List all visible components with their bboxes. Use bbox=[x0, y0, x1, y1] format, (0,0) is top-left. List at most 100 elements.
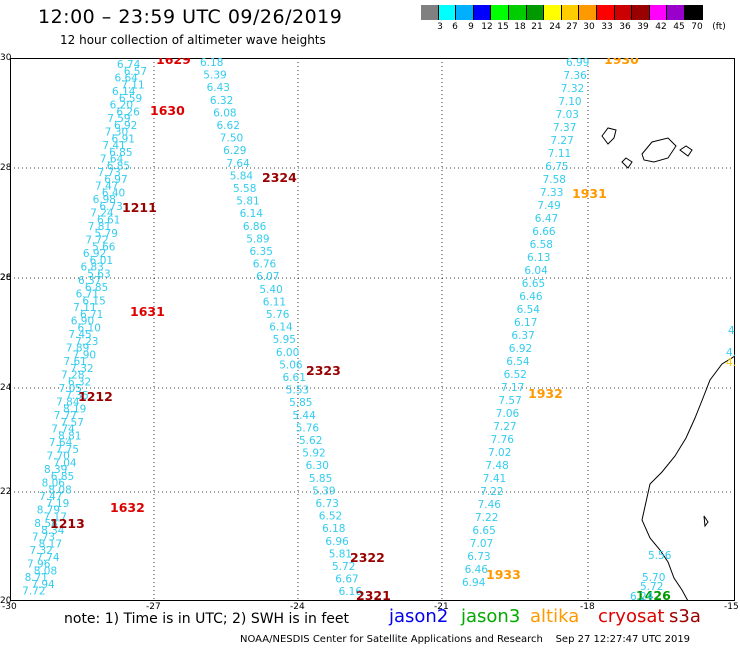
wave-height-value: 8.81 bbox=[58, 430, 81, 442]
wave-height-value: 6.98 bbox=[93, 194, 116, 206]
wave-height-value: 5.66 bbox=[92, 241, 116, 253]
wave-height-value: 6.59 bbox=[119, 93, 142, 105]
colorbar-label: 9 bbox=[468, 22, 474, 32]
wave-height-value: 7.47 bbox=[95, 181, 118, 193]
wave-height-value: 6.14 bbox=[112, 86, 136, 98]
wave-height-value: 6.52 bbox=[319, 511, 342, 523]
wave-height-value: 7.57 bbox=[498, 395, 521, 407]
colorbar-label: 3 bbox=[437, 22, 443, 32]
wave-height-value: 6.26 bbox=[116, 106, 140, 118]
x-axis-label: -21 bbox=[434, 602, 449, 612]
wave-height-value: 6.04 bbox=[524, 265, 548, 277]
wave-height-value: 7.11 bbox=[121, 79, 144, 91]
satellite-legend-item: s3a bbox=[669, 606, 701, 627]
wave-height-value: 6.07 bbox=[256, 271, 279, 283]
y-axis-label: 22 bbox=[0, 487, 12, 497]
x-axis-label: -30 bbox=[2, 602, 17, 612]
colorbar-label: 18 bbox=[514, 22, 526, 32]
wave-height-value: 8.06 bbox=[42, 478, 66, 490]
wave-height-value: 7.27 bbox=[493, 421, 516, 433]
wave-height-value: 5.72 bbox=[332, 561, 355, 573]
wave-height-value: 6.08 bbox=[213, 107, 236, 119]
colorbar-label: 21 bbox=[531, 22, 543, 32]
wave-height-value: 6.20 bbox=[110, 100, 133, 112]
colorbar-label: 15 bbox=[497, 22, 509, 32]
colorbar-swatch bbox=[508, 5, 527, 20]
wave-height-value: 6.46 bbox=[465, 564, 489, 576]
wave-height-value: 5.95 bbox=[273, 334, 296, 346]
pass-time-label: 1932 bbox=[528, 386, 563, 401]
wave-height-value: 5.85 bbox=[309, 473, 332, 485]
wave-height-value: 7.07 bbox=[470, 538, 493, 550]
page-subtitle: 12 hour collection of altimeter wave hei… bbox=[60, 33, 326, 47]
island-outline bbox=[601, 127, 617, 145]
colorbar-label: 36 bbox=[619, 22, 631, 32]
wave-height-value: 6.17 bbox=[514, 317, 537, 329]
colorbar-label: 39 bbox=[637, 22, 649, 32]
wave-height-value: 6.14 bbox=[269, 322, 293, 334]
wave-height-value: 7.04 bbox=[53, 457, 77, 469]
wave-height-value: 5.92 bbox=[302, 448, 325, 460]
wave-height-value: 6.10 bbox=[78, 322, 101, 334]
colorbar-swatch bbox=[667, 5, 685, 20]
y-axis-label: 28 bbox=[0, 273, 12, 283]
pass-time-label: 1631 bbox=[130, 304, 165, 319]
colorbar-swatch bbox=[579, 5, 597, 20]
pass-time-label: 2324 bbox=[262, 170, 297, 185]
wave-height-value: 7.96 bbox=[27, 559, 51, 571]
wave-height-value: 6.97 bbox=[104, 174, 127, 186]
wave-height-value: 7.84 bbox=[56, 397, 80, 409]
wave-height-value: 6.92 bbox=[114, 120, 137, 132]
wave-height-value: 7.74 bbox=[36, 552, 60, 564]
colorbar-label: 27 bbox=[566, 22, 578, 32]
wave-height-value: 7.37 bbox=[553, 122, 576, 134]
wave-height-value: 7.35 bbox=[65, 390, 88, 402]
colorbar-label: 45 bbox=[673, 22, 685, 32]
wave-height-value: 7.11 bbox=[73, 302, 96, 314]
wave-height-value: 7.76 bbox=[491, 434, 515, 446]
wave-height-value: 6.65 bbox=[472, 525, 495, 537]
wave-height-value: 8.19 bbox=[63, 403, 86, 415]
page-title: 12:00 – 23:59 UTC 09/26/2019 bbox=[38, 6, 343, 28]
wave-height-value: 7.27 bbox=[550, 135, 573, 147]
wave-height-value: 6.16 bbox=[339, 586, 363, 598]
coastline bbox=[703, 515, 709, 528]
wave-height-value: 6.85 bbox=[51, 471, 74, 483]
wave-height-value: 6.13 bbox=[527, 252, 550, 264]
colorbar-swatch bbox=[491, 5, 509, 20]
pass-time-label: 1933 bbox=[486, 567, 521, 582]
wave-height-value: 6.92 bbox=[509, 343, 532, 355]
wave-height-value: 7.64 bbox=[226, 158, 250, 170]
x-axis-label: -27 bbox=[146, 602, 161, 612]
colorbar-label: 6 bbox=[452, 22, 458, 32]
wave-height-value: 7.58 bbox=[543, 174, 566, 186]
wave-height-value: 7.06 bbox=[496, 408, 520, 420]
wave-height-value: 6.57 bbox=[124, 66, 147, 78]
wave-height-value: 5.63 bbox=[87, 268, 110, 280]
island-outline bbox=[641, 137, 677, 163]
wave-height-value: 8.58 bbox=[34, 518, 57, 530]
pass-time-label: 1212 bbox=[78, 389, 113, 404]
wave-height-value: 7.11 bbox=[548, 148, 571, 160]
wave-height-value: 7.32 bbox=[561, 83, 584, 95]
wave-height-value: 6.92 bbox=[83, 248, 106, 260]
wave-height-value: 6.32 bbox=[210, 95, 233, 107]
pass-time-label: 1930 bbox=[604, 58, 639, 67]
coastline bbox=[641, 355, 735, 601]
wave-height-value: 6.74 bbox=[117, 59, 141, 71]
wave-height-value: 6.94 bbox=[462, 577, 486, 589]
wave-height-value: 5.40 bbox=[259, 284, 282, 296]
pass-time-label: 1630 bbox=[150, 103, 185, 118]
wave-height-value: 7.64 bbox=[49, 437, 73, 449]
colorbar-swatch bbox=[438, 5, 457, 20]
pass-time-label: 1629 bbox=[156, 58, 191, 67]
wave-height-value: 6.52 bbox=[504, 369, 527, 381]
wave-height-value: 5.56 bbox=[648, 550, 672, 562]
wave-height-value: 6.61 bbox=[97, 214, 120, 226]
colorbar-label: 12 bbox=[481, 22, 493, 32]
wave-height-value: 5.39 bbox=[203, 70, 226, 82]
wave-height-value: 8.79 bbox=[37, 505, 60, 517]
wave-height-value: 7.33 bbox=[540, 187, 563, 199]
wave-height-value: 6.18 bbox=[200, 58, 223, 69]
wave-height-value: 6.75 bbox=[545, 161, 568, 173]
